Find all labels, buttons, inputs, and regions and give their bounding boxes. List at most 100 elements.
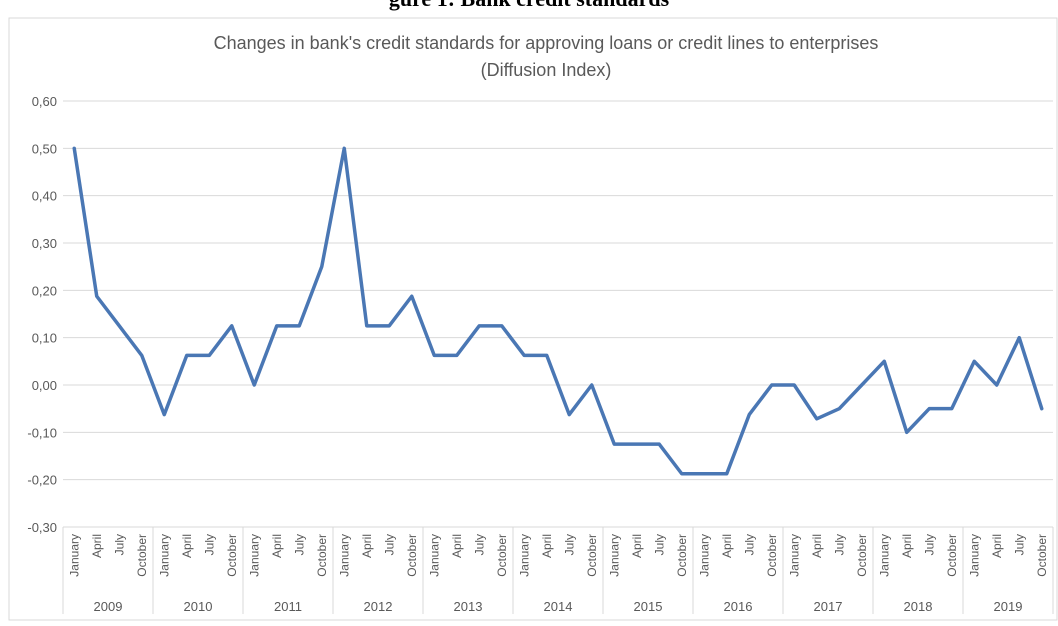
year-label: 2009 (94, 599, 123, 614)
year-label: 2013 (454, 599, 483, 614)
data-point (387, 324, 391, 328)
x-tick-label: January (157, 534, 171, 577)
x-tick-label: April (180, 534, 194, 558)
x-tick-label: April (360, 534, 374, 558)
x-tick-label: July (112, 534, 126, 555)
x-tick-label: July (742, 534, 756, 555)
x-tick-label: October (225, 534, 239, 577)
y-tick-label: 0,00 (32, 378, 57, 393)
x-tick-label: October (855, 534, 869, 577)
x-tick-label: July (472, 534, 486, 555)
data-point (567, 413, 571, 417)
x-tick-label: January (607, 534, 621, 577)
year-label: 2016 (724, 599, 753, 614)
x-tick-label: October (675, 534, 689, 577)
x-tick-label: July (382, 534, 396, 555)
data-point (815, 417, 819, 421)
y-tick-label: 0,60 (32, 94, 57, 109)
series-line (72, 146, 1044, 476)
x-tick-label: April (990, 534, 1004, 558)
year-label: 2010 (184, 599, 213, 614)
data-point (117, 324, 121, 328)
data-point (995, 383, 999, 387)
data-point (792, 383, 796, 387)
x-tick-label: July (652, 534, 666, 555)
data-point (1040, 407, 1044, 411)
x-tick-label: January (337, 534, 351, 577)
data-point (725, 472, 729, 476)
x-tick-label: July (832, 534, 846, 555)
year-label: 2012 (364, 599, 393, 614)
data-point (657, 442, 661, 446)
x-tick-label: October (945, 534, 959, 577)
data-point (140, 353, 144, 357)
data-point (590, 383, 594, 387)
data-point (905, 430, 909, 434)
data-point (207, 353, 211, 357)
data-point (635, 442, 639, 446)
year-label: 2014 (544, 599, 573, 614)
x-tick-label: July (1012, 534, 1026, 555)
y-tick-label: -0,10 (27, 425, 57, 440)
data-point (72, 146, 76, 150)
data-point (770, 383, 774, 387)
data-point (882, 359, 886, 363)
x-tick-label: October (765, 534, 779, 577)
x-tick-label: April (900, 534, 914, 558)
data-point (252, 383, 256, 387)
x-tick-label: July (922, 534, 936, 555)
figure-heading: gure 1: Bank credit standards (389, 0, 670, 11)
year-label: 2017 (814, 599, 843, 614)
y-tick-label: 0,50 (32, 141, 57, 156)
year-label: 2018 (904, 599, 933, 614)
year-label: 2015 (634, 599, 663, 614)
year-label: 2019 (994, 599, 1023, 614)
data-point (545, 353, 549, 357)
data-point (702, 472, 706, 476)
data-point (297, 324, 301, 328)
data-point (230, 324, 234, 328)
data-point (680, 472, 684, 476)
data-point (365, 324, 369, 328)
y-axis: 0,60 0,50 0,40 0,30 0,20 0,10 0,00 -0,10 -0,20 -0… (27, 94, 57, 535)
data-point (837, 407, 841, 411)
data-point (185, 353, 189, 357)
grid-lines (63, 100, 1053, 528)
data-point (410, 294, 414, 298)
x-tick-label: January (247, 534, 261, 577)
data-point (455, 353, 459, 357)
x-tick-label: July (292, 534, 306, 555)
x-tick-label: April (720, 534, 734, 558)
data-point (432, 353, 436, 357)
data-point (1017, 336, 1021, 340)
series (72, 146, 1044, 476)
chart-title: Changes in bank's credit standards for a… (214, 33, 879, 53)
data-point (860, 383, 864, 387)
x-tick-label: July (202, 534, 216, 555)
chart-border (8, 17, 1058, 621)
x-tick-label: October (135, 534, 149, 577)
x-axis: January April July October January April July O… (62, 526, 1054, 614)
y-tick-label: 0,10 (32, 331, 57, 346)
x-tick-label: January (787, 534, 801, 577)
y-tick-label: 0,20 (32, 283, 57, 298)
data-point (612, 442, 616, 446)
data-point (162, 413, 166, 417)
y-tick-label: 0,30 (32, 236, 57, 251)
x-tick-label: July (562, 534, 576, 555)
x-tick-label: April (270, 534, 284, 558)
x-tick-label: January (67, 534, 81, 577)
data-point (477, 324, 481, 328)
x-tick-label: January (517, 534, 531, 577)
y-tick-label: -0,20 (27, 473, 57, 488)
x-tick-label: October (315, 534, 329, 577)
x-tick-label: April (540, 534, 554, 558)
data-point (95, 294, 99, 298)
x-tick-label: January (967, 534, 981, 577)
x-tick-label: January (877, 534, 891, 577)
x-tick-label: January (427, 534, 441, 577)
x-tick-label: October (405, 534, 419, 577)
data-point (747, 413, 751, 417)
